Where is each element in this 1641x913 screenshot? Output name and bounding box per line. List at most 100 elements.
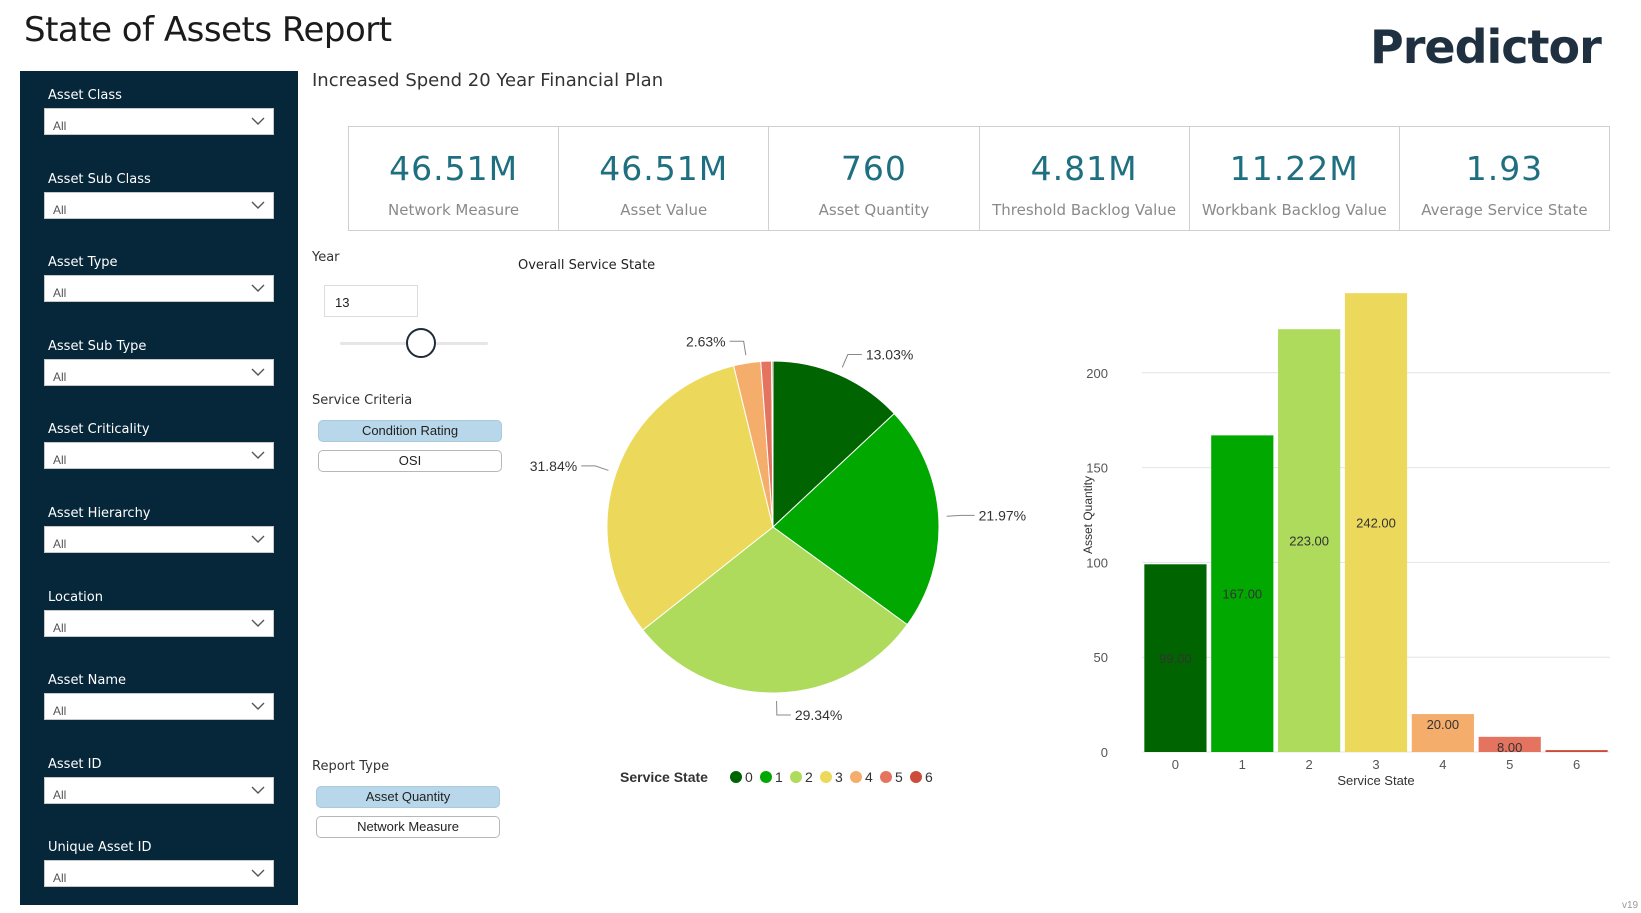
bar-4[interactable] (1411, 714, 1474, 752)
condition-rating-button[interactable]: Condition Rating (318, 420, 502, 442)
legend-swatch (790, 771, 802, 783)
bar-0[interactable] (1144, 564, 1207, 752)
x-tick-label: 0 (1172, 757, 1179, 772)
asset-quantity-bar-chart: 0 50 100 150 200 0 99.00 1 167.00 2 223.00 3 242.00 4… (1081, 293, 1610, 788)
predictor-logo: Predictor (1370, 20, 1602, 74)
filter-value: All (53, 704, 67, 719)
kpi-value: 46.51M (599, 149, 729, 188)
filter-value: All (53, 453, 67, 468)
filter-label-3: Asset Sub Type (48, 338, 147, 354)
x-tick-label: 5 (1506, 757, 1513, 772)
kpi-cards: 46.51M Network Measure 46.51M Asset Value 76… (348, 126, 1610, 231)
filter-dropdown-0[interactable]: All (44, 108, 274, 135)
y-tick-label: 200 (1086, 366, 1108, 381)
network-measure-button[interactable]: Network Measure (316, 816, 500, 838)
chevron-down-icon (251, 702, 265, 711)
legend-item: 2 (805, 769, 813, 785)
report-type-label: Report Type (312, 759, 390, 774)
chevron-down-icon (251, 284, 265, 293)
chevron-down-icon (251, 368, 265, 376)
filter-dropdown-3[interactable]: All (44, 358, 274, 386)
osi-button[interactable]: OSI (318, 450, 502, 472)
legend-item: 4 (865, 769, 873, 785)
filter-value: All (53, 119, 67, 133)
filter-dropdown-2[interactable]: All (44, 275, 274, 303)
filter-dropdown-8[interactable]: All (44, 776, 274, 804)
filter-value: All (53, 286, 67, 301)
legend-swatch (820, 771, 832, 783)
legend-title: Service State (620, 769, 708, 785)
kpi-label: Network Measure (388, 201, 520, 219)
bar-3[interactable] (1344, 293, 1408, 752)
filter-dropdown-9[interactable]: All (44, 860, 274, 888)
filter-label-5: Asset Hierarchy (48, 506, 151, 521)
bar-5[interactable] (1478, 736, 1541, 752)
bar-data-label: 8.00 (1497, 740, 1522, 755)
x-tick-label: 2 (1306, 757, 1313, 772)
year-label: Year (312, 250, 340, 265)
chevron-down-icon (251, 869, 265, 878)
chevron-down-icon (251, 535, 265, 543)
chevron-down-icon (251, 786, 265, 794)
kpi-card: 1.93 Average Service State (1400, 127, 1609, 230)
legend-swatch (880, 771, 892, 783)
filter-dropdown-4[interactable]: All (44, 442, 274, 470)
filter-label-6: Location (48, 589, 103, 605)
chevron-down-icon (251, 619, 265, 627)
kpi-card: 760 Asset Quantity (769, 127, 980, 230)
filter-label-1: Asset Sub Class (48, 171, 151, 187)
kpi-value: 46.51M (389, 149, 519, 188)
legend-swatch (910, 771, 922, 783)
filter-value: All (53, 369, 67, 384)
pie-data-label: 2.63% (686, 333, 726, 349)
pie-leader-line (841, 354, 862, 368)
pie-data-label: 21.97% (979, 507, 1026, 523)
x-axis-title: Service State (1337, 773, 1414, 788)
pie-slice-1[interactable] (772, 412, 940, 626)
filter-dropdown-5[interactable]: All (44, 526, 274, 553)
filter-label-0: Asset Class (48, 88, 122, 103)
y-tick-label: 50 (1094, 650, 1108, 665)
kpi-label: Workbank Backlog Value (1201, 201, 1387, 219)
filter-dropdown-7[interactable]: All (44, 693, 274, 721)
kpi-label: Asset Quantity (818, 201, 930, 219)
filter-value: All (53, 202, 67, 217)
x-tick-label: 6 (1573, 757, 1580, 772)
pie-slice-0[interactable] (772, 360, 895, 529)
kpi-value: 1.93 (1465, 149, 1544, 188)
bar-1[interactable] (1211, 435, 1274, 752)
kpi-card: 46.51M Network Measure (349, 127, 560, 230)
chevron-down-icon (251, 451, 265, 460)
y-axis-title: Asset Quantity (1081, 476, 1095, 554)
pie-slice-6[interactable] (771, 360, 774, 528)
pie-slice-2[interactable] (642, 526, 908, 694)
x-tick-label: 3 (1372, 757, 1379, 772)
y-tick-label: 150 (1086, 461, 1108, 476)
x-tick-label: 4 (1439, 757, 1446, 772)
chevron-down-icon (251, 117, 265, 125)
legend-item: 5 (895, 769, 903, 785)
filter-value: All (53, 787, 67, 802)
year-value: 13 (335, 295, 350, 310)
bar-6[interactable] (1545, 750, 1608, 752)
kpi-label: Average Service State (1421, 201, 1588, 219)
filter-dropdown-6[interactable]: All (44, 609, 274, 637)
kpi-value: 760 (840, 149, 907, 188)
year-slider-handle[interactable] (406, 328, 437, 358)
legend-item: 3 (835, 769, 843, 785)
legend-swatch (760, 771, 772, 783)
bar-2[interactable] (1278, 329, 1341, 752)
bar-data-label: 242.00 (1356, 516, 1396, 531)
asset-quantity-button[interactable]: Asset Quantity (316, 786, 500, 808)
report-title: State of Assets Report (24, 10, 392, 50)
service-state-pie-chart: 13.03% 21.97% 29.34% 31.84% 2.63% Service Sta… (530, 333, 1026, 785)
x-tick-label: 1 (1239, 757, 1246, 772)
filter-value: All (53, 620, 67, 635)
chevron-down-icon (251, 201, 265, 209)
pie-slice-3[interactable] (606, 365, 774, 631)
pie-leader-line (729, 340, 747, 356)
year-input[interactable]: 13 (324, 285, 418, 317)
bar-data-label: 99.00 (1159, 651, 1192, 666)
filter-dropdown-1[interactable]: All (44, 191, 274, 219)
kpi-card: 11.22M Workbank Backlog Value (1190, 127, 1400, 230)
